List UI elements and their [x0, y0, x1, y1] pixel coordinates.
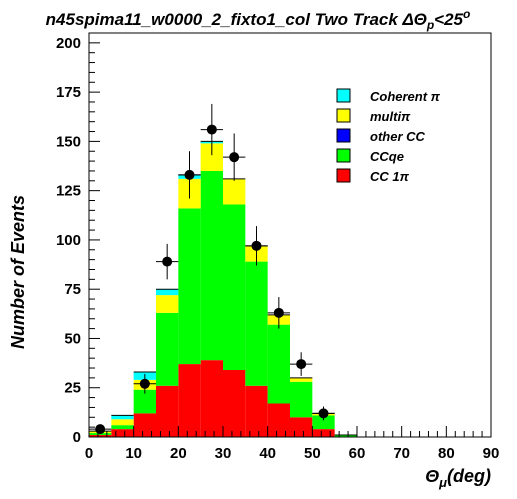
bar-ccqe-bin-11	[334, 435, 357, 437]
bar-multi--bin-1	[111, 419, 134, 426]
plot-area: 0 10 20 30 40 50 60 70 80 90 0 25 50 75 100 125 150 175 2…	[56, 32, 500, 462]
bar-cc-1--bin-2	[133, 413, 156, 437]
bar-multi--bin-3	[156, 295, 179, 313]
bar-ccqe-bin-3	[156, 312, 179, 386]
y-axis: 0 25 50 75 100 125 150 175 200	[56, 32, 100, 446]
data-points	[89, 103, 335, 435]
bar-cc-1--bin-10	[312, 429, 335, 437]
bar-cc-1--bin-7	[245, 385, 268, 437]
y-tick-label-0: 0	[73, 429, 81, 446]
bar-multi--bin-5	[200, 143, 223, 171]
legend-label-2: other CC	[370, 129, 426, 144]
bar-coherent--bin-3	[156, 289, 179, 296]
bar-ccqe-bin-10	[312, 415, 335, 430]
data-marker-6	[229, 152, 240, 163]
data-point-3	[156, 243, 179, 280]
legend-entry-0: Coherent π	[336, 88, 441, 104]
bar-ccqe-bin-5	[200, 170, 223, 361]
data-point-7	[245, 226, 268, 266]
y-tick-label-125: 125	[56, 183, 81, 200]
data-marker-9	[296, 359, 307, 370]
data-marker-3	[162, 256, 173, 267]
legend-label-1: multiπ	[370, 109, 411, 124]
bar-multi--bin-6	[223, 178, 246, 205]
x-tick-label-90: 90	[483, 445, 500, 462]
bar-cc-1--bin-8	[267, 403, 290, 437]
bar-ccqe-bin-6	[223, 204, 246, 370]
legend-label-3: CCqe	[370, 149, 404, 164]
x-tick-label-30: 30	[215, 445, 232, 462]
x-tick-label-0: 0	[85, 445, 93, 462]
bar-cc-1--bin-0	[89, 435, 112, 437]
bar-coherent--bin-1	[111, 415, 134, 420]
bar-ccqe-bin-2	[133, 389, 156, 414]
legend-entry-2: other CC	[336, 128, 426, 144]
x-tick-label-50: 50	[304, 445, 321, 462]
legend-swatch-2	[336, 128, 351, 143]
data-marker-7	[251, 240, 262, 251]
y-tick-label-75: 75	[64, 281, 81, 298]
legend: Coherent π multiπ other CC CCqe CC 1π	[336, 88, 441, 184]
data-point-8	[267, 297, 290, 329]
x-tick-label-60: 60	[349, 445, 366, 462]
x-tick-label-20: 20	[170, 445, 187, 462]
x-tick-label-80: 80	[438, 445, 455, 462]
y-tick-label-175: 175	[56, 84, 81, 101]
legend-entry-4: CC 1π	[336, 168, 410, 184]
data-marker-0	[95, 424, 106, 435]
y-tick-label-100: 100	[56, 232, 81, 249]
bar-cc-1--bin-4	[178, 364, 201, 437]
data-point-4	[178, 151, 201, 199]
data-marker-2	[139, 378, 150, 389]
data-point-10	[312, 406, 335, 421]
y-tick-label-200: 200	[56, 35, 81, 52]
bar-cc-1--bin-1	[111, 429, 134, 437]
data-marker-8	[273, 307, 284, 318]
chart-title: n45spima11_w0000_2_fixto1_col Two Track …	[46, 7, 471, 32]
x-axis: 0 10 20 30 40 50 60 70 80 90	[85, 426, 500, 462]
data-point-9	[290, 352, 313, 376]
y-tick-label-50: 50	[64, 330, 81, 347]
legend-swatch-1	[336, 108, 351, 123]
legend-swatch-0	[336, 88, 351, 103]
data-point-2	[133, 373, 156, 394]
bar-cc-1--bin-5	[200, 360, 223, 437]
x-tick-label-70: 70	[393, 445, 410, 462]
legend-entry-3: CCqe	[336, 148, 404, 164]
bar-cc-1--bin-3	[156, 385, 179, 437]
bar-multi--bin-9	[290, 377, 313, 382]
bar-ccqe-bin-9	[290, 381, 313, 418]
bar-cc-1--bin-9	[290, 417, 313, 437]
y-axis-label: Number of Events	[8, 195, 28, 349]
bar-ccqe-bin-4	[178, 208, 201, 365]
data-marker-4	[184, 169, 195, 180]
plot-frame	[88, 32, 492, 438]
data-marker-5	[206, 124, 217, 135]
x-tick-label-10: 10	[125, 445, 142, 462]
bar-ccqe-bin-8	[267, 324, 290, 404]
y-tick-label-25: 25	[64, 380, 81, 397]
bar-ccqe-bin-1	[111, 425, 134, 430]
x-axis-label: Θμ(deg)	[425, 466, 491, 490]
data-point-6	[223, 133, 246, 181]
data-point-5	[200, 103, 223, 156]
legend-entry-1: multiπ	[336, 108, 411, 124]
histogram-bars	[89, 140, 357, 437]
y-tick-label-150: 150	[56, 133, 81, 150]
legend-label-4: CC 1π	[370, 169, 410, 184]
legend-swatch-3	[336, 148, 351, 163]
legend-swatch-4	[336, 168, 351, 183]
bar-cc-1--bin-6	[223, 369, 246, 437]
x-tick-label-40: 40	[259, 445, 276, 462]
data-marker-10	[318, 408, 329, 419]
legend-label-0: Coherent π	[370, 89, 441, 104]
bar-ccqe-bin-7	[245, 261, 268, 386]
